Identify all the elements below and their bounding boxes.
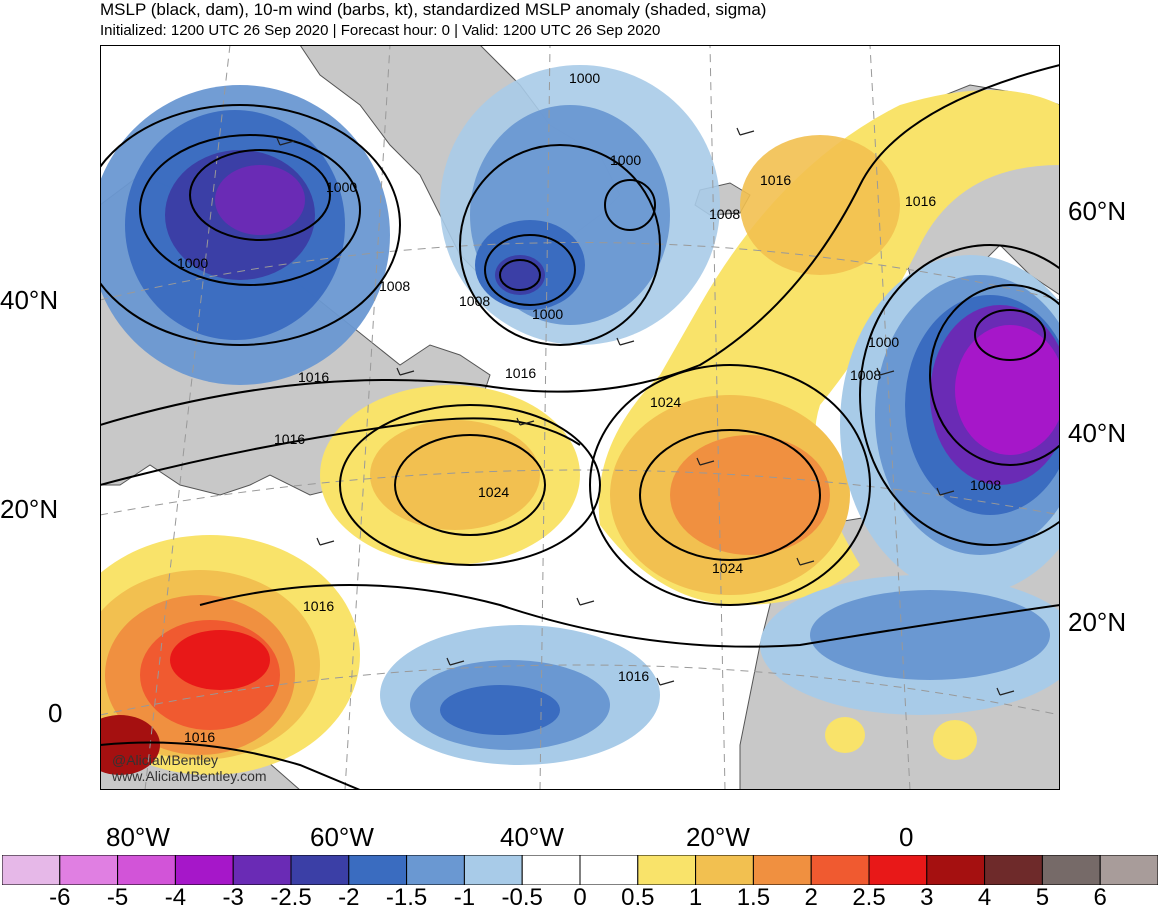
isobar-label: 1008 (379, 278, 410, 294)
isobar-label: 1008 (709, 206, 740, 222)
colorbar-swatch (1041, 855, 1101, 885)
colorbar-swatch (290, 855, 350, 885)
colorbar-swatch (348, 855, 408, 885)
lat-label-right: 60°N (1068, 196, 1127, 226)
lat-label-right: 40°N (1068, 418, 1127, 448)
colorbar-swatch (2, 855, 61, 885)
colorbar-swatch (752, 855, 812, 885)
lat-label-right: 20°N (1068, 607, 1127, 637)
colorbar-swatch (117, 855, 176, 885)
isobar-label: 1016 (760, 172, 791, 188)
colorbar-swatch (406, 855, 465, 885)
isobar-label: 1016 (184, 729, 215, 745)
colorbar-swatch (1099, 855, 1158, 885)
isobar-label: 1000 (569, 70, 600, 86)
isobar-label: 1000 (868, 334, 899, 350)
isobar-label: 1016 (274, 431, 305, 447)
lat-label-left: 20°N (0, 494, 59, 524)
isobar-label: 1024 (712, 560, 743, 576)
isobars (100, 64, 1060, 790)
colorbar-swatch (984, 855, 1043, 885)
wind-barbs (276, 127, 1015, 696)
isobar-label: 1008 (459, 293, 490, 309)
isobar-label: 1024 (478, 484, 509, 500)
colorbar-tick-label: 3 (920, 884, 934, 911)
map-subtitle: Initialized: 1200 UTC 26 Sep 2020 | Fore… (100, 22, 661, 39)
colorbar-swatch (695, 855, 754, 885)
colorbar-tick-label: -2.5 (270, 884, 312, 911)
lon-label: 80°W (106, 822, 170, 852)
colorbar-tick-label: -0.5 (501, 884, 543, 911)
isobar-label: 1000 (610, 152, 641, 168)
colorbar-swatch (463, 855, 523, 885)
colorbar-swatch (810, 855, 870, 885)
colorbar-tick-label: 1 (688, 884, 703, 911)
colorbar-swatch (59, 855, 119, 885)
isobar-label: 1016 (298, 369, 329, 385)
colorbar-swatch (521, 855, 581, 885)
colorbar-tick-label: -2 (338, 884, 360, 911)
lon-label: 20°W (686, 822, 750, 852)
colorbar-tick-label: -3 (222, 884, 244, 911)
isobar-label: 1016 (303, 598, 334, 614)
isobar-label: 1008 (850, 367, 881, 383)
credit-site: www.AliciaMBentley.com (112, 768, 267, 784)
colorbar-tick-label: 4 (977, 884, 992, 911)
colorbar-tick-label: 0.5 (621, 884, 655, 911)
isobar-label: 1024 (650, 394, 681, 410)
colorbar-tick-label: -1.5 (385, 884, 428, 911)
isobar-label: 1000 (532, 306, 563, 322)
isobar-label: 1016 (505, 365, 536, 381)
isobar-label: 1016 (618, 668, 649, 684)
isobar-label: 1016 (905, 193, 936, 209)
colorbar-swatch (637, 855, 697, 885)
colorbar-tick-label: -6 (49, 884, 71, 911)
colorbar-swatch (579, 855, 639, 885)
isobar-label: 1000 (177, 255, 208, 271)
lat-label-left: 0 (48, 698, 63, 728)
map-title: MSLP (black, dam), 10-m wind (barbs, kt)… (100, 0, 767, 19)
colorbar-swatch (868, 855, 928, 885)
colorbar-tick-label: 2.5 (852, 884, 886, 911)
isobar-label-extra: 1016 (184, 729, 215, 745)
colorbar-tick-label: 2 (804, 884, 818, 911)
credit-handle: @AliciaMBentley (112, 752, 219, 768)
colorbar-swatch (926, 855, 986, 885)
colorbar (2, 855, 1158, 885)
lon-label: 40°W (500, 822, 564, 852)
colorbar-tick-label: 5 (1035, 884, 1050, 911)
colorbar-tick-label: -1 (453, 884, 476, 911)
lon-label: 0 (899, 822, 914, 852)
isobar-label: 1008 (970, 477, 1001, 493)
colorbar-tick-label: 1.5 (736, 884, 771, 911)
colorbar-swatch (232, 855, 292, 885)
colorbar-tick-label: 0 (573, 884, 587, 911)
colorbar-tick-label: 6 (1093, 884, 1107, 911)
weather-map: 1000 1000 1000 1000 1000 1000 1008 1008 … (100, 45, 1060, 790)
colorbar-tick-label: -4 (164, 884, 187, 911)
lon-label: 60°W (310, 822, 374, 852)
isobar-labels: 1000 1000 1000 1000 1000 1000 1008 1008 … (177, 70, 1001, 684)
colorbar-tick-label: -5 (106, 884, 129, 911)
isobar-label: 1000 (326, 179, 357, 195)
lat-label-left: 40°N (0, 285, 59, 315)
colorbar-swatch (174, 855, 234, 885)
